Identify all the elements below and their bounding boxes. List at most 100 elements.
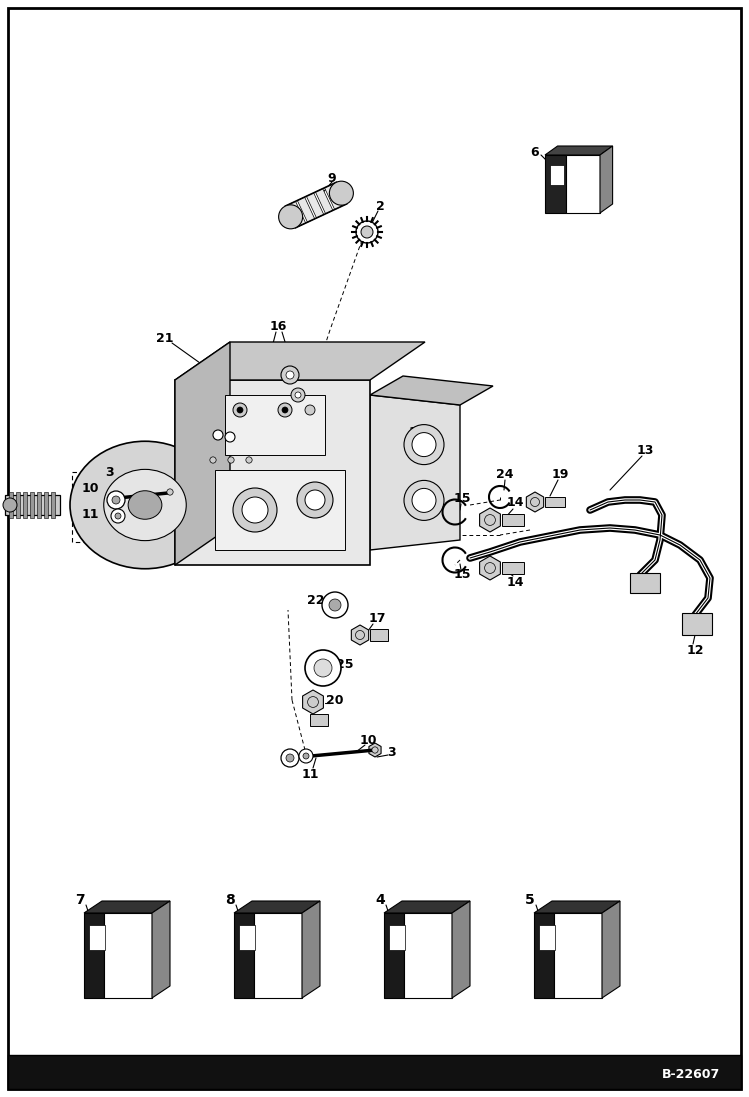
Polygon shape: [234, 901, 320, 913]
Polygon shape: [351, 625, 369, 645]
Bar: [51, 491, 55, 518]
Circle shape: [278, 403, 292, 417]
Polygon shape: [602, 901, 620, 998]
Circle shape: [286, 754, 294, 762]
Circle shape: [412, 488, 436, 512]
Circle shape: [305, 405, 315, 415]
Circle shape: [210, 456, 216, 463]
Polygon shape: [534, 901, 620, 913]
Text: 20: 20: [327, 693, 344, 706]
Polygon shape: [175, 380, 370, 565]
Circle shape: [246, 456, 252, 463]
Circle shape: [322, 592, 348, 618]
Circle shape: [225, 432, 235, 442]
Polygon shape: [315, 189, 333, 214]
Circle shape: [233, 403, 247, 417]
Polygon shape: [288, 202, 306, 226]
Circle shape: [115, 513, 121, 519]
Text: 22: 22: [307, 593, 325, 607]
Bar: [370, 629, 388, 641]
Polygon shape: [534, 913, 554, 998]
Polygon shape: [175, 342, 425, 380]
Circle shape: [281, 366, 299, 384]
Circle shape: [530, 498, 539, 507]
Polygon shape: [303, 690, 324, 714]
Circle shape: [330, 181, 354, 205]
Polygon shape: [225, 453, 237, 467]
Polygon shape: [152, 901, 170, 998]
Polygon shape: [370, 395, 460, 550]
Circle shape: [291, 388, 305, 402]
Bar: [215, 470, 345, 550]
Text: 11: 11: [81, 509, 99, 521]
Text: 1: 1: [409, 426, 417, 439]
Bar: [630, 573, 660, 593]
Text: 3: 3: [106, 465, 115, 478]
Circle shape: [329, 599, 341, 611]
Text: 7: 7: [75, 893, 85, 907]
Polygon shape: [600, 146, 613, 213]
Text: 4: 4: [375, 893, 385, 907]
Polygon shape: [207, 453, 219, 467]
Circle shape: [297, 482, 333, 518]
Circle shape: [281, 749, 299, 767]
Polygon shape: [479, 556, 500, 580]
Text: 14: 14: [506, 576, 524, 588]
Polygon shape: [545, 146, 613, 155]
Text: 19: 19: [551, 467, 568, 480]
Bar: [539, 925, 555, 950]
Circle shape: [295, 392, 301, 398]
Bar: [8, 1055, 741, 1089]
Bar: [30, 491, 34, 518]
Bar: [545, 497, 565, 507]
Polygon shape: [554, 913, 602, 998]
Circle shape: [361, 226, 373, 238]
Text: 24: 24: [497, 467, 514, 480]
Text: 23: 23: [201, 416, 219, 429]
Polygon shape: [104, 913, 152, 998]
Polygon shape: [479, 508, 500, 532]
Bar: [5, 495, 60, 514]
Polygon shape: [384, 913, 404, 998]
Bar: [44, 491, 48, 518]
Bar: [23, 491, 27, 518]
Text: 14: 14: [506, 497, 524, 509]
Circle shape: [299, 749, 313, 764]
Bar: [9, 491, 13, 518]
Text: 8: 8: [225, 893, 235, 907]
Text: 11: 11: [301, 769, 319, 781]
Polygon shape: [306, 193, 324, 218]
Circle shape: [112, 496, 120, 504]
Polygon shape: [404, 913, 452, 998]
Circle shape: [237, 407, 243, 412]
Circle shape: [167, 489, 173, 495]
Polygon shape: [369, 743, 381, 757]
Bar: [310, 714, 328, 726]
Circle shape: [213, 430, 223, 440]
Circle shape: [404, 425, 444, 465]
Circle shape: [107, 491, 125, 509]
Text: 16: 16: [270, 320, 287, 333]
Bar: [550, 165, 564, 185]
Polygon shape: [302, 901, 320, 998]
Circle shape: [305, 490, 325, 510]
Circle shape: [372, 747, 378, 754]
Circle shape: [404, 480, 444, 520]
Bar: [225, 395, 325, 455]
Polygon shape: [297, 197, 315, 223]
Bar: [89, 925, 105, 950]
Text: 6: 6: [531, 146, 539, 158]
Text: 17: 17: [369, 611, 386, 624]
Polygon shape: [324, 184, 342, 210]
Circle shape: [305, 651, 341, 686]
Text: 10: 10: [81, 482, 99, 495]
Polygon shape: [370, 376, 493, 405]
Circle shape: [412, 432, 436, 456]
Bar: [502, 562, 524, 574]
Circle shape: [279, 205, 303, 229]
Circle shape: [303, 753, 309, 759]
Text: 3: 3: [388, 746, 396, 758]
Circle shape: [485, 514, 495, 525]
Circle shape: [228, 456, 234, 463]
Circle shape: [242, 497, 268, 523]
